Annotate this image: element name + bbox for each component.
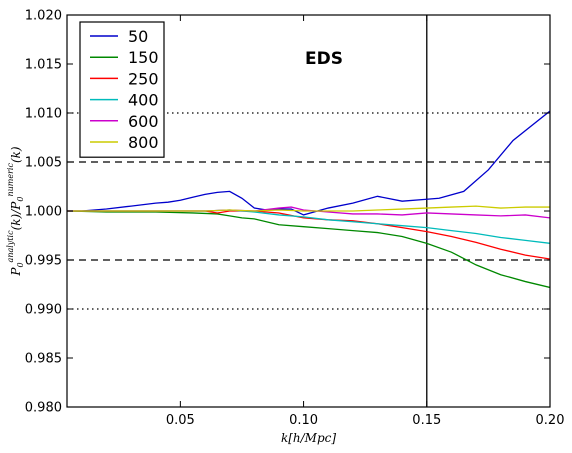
legend-label-600: 600	[128, 112, 159, 131]
legend-label-50: 50	[128, 27, 148, 46]
y-tick-label: 1.010	[25, 107, 62, 122]
legend-label-800: 800	[128, 133, 159, 152]
y-tick-label: 0.990	[25, 303, 62, 318]
y-tick-label: 0.995	[25, 254, 62, 269]
ticks-layer: 0.980 0.985 0.990 0.995 1.000 1.005 1.010 1.015…	[25, 9, 565, 429]
y-tick-label: 0.985	[25, 352, 62, 367]
y-label-left-symbol: P	[9, 267, 23, 277]
legend-label-150: 150	[128, 48, 159, 67]
y-axis-label: P0analytic(k)/P0numeric(k)	[6, 146, 25, 277]
y-label-left-sup: analytic	[6, 230, 15, 263]
legend: 50 150 250 400 600 800	[79, 21, 165, 158]
y-label-right-symbol: P	[9, 201, 23, 211]
series-line-800	[67, 205, 550, 212]
legend-label-250: 250	[128, 69, 159, 88]
legend-label-400: 400	[128, 91, 159, 110]
legend-box	[79, 21, 165, 158]
annotation-label: EDS	[305, 49, 343, 69]
series-line-150	[67, 210, 550, 289]
y-tick-label: 0.980	[25, 401, 62, 416]
x-tick-label: 0.20	[536, 413, 565, 428]
y-label-middle: (k)/	[9, 208, 23, 231]
y-tick-label: 1.020	[25, 9, 62, 24]
y-label-right-sub: 0	[16, 197, 25, 202]
y-tick-label: 1.000	[25, 205, 62, 220]
series-line-250	[67, 210, 550, 260]
y-label-right-sup: numeric	[6, 163, 15, 197]
y-label-right-arg: (k)	[9, 146, 23, 163]
x-tick-label: 0.15	[412, 413, 441, 428]
x-tick-label: 0.05	[166, 413, 195, 428]
x-tick-label: 0.10	[289, 413, 318, 428]
y-label-left-sub: 0	[16, 262, 25, 267]
x-axis-label: k[h/Mpc]	[281, 431, 336, 445]
y-tick-label: 1.015	[25, 58, 62, 73]
y-tick-label: 1.005	[25, 156, 62, 171]
